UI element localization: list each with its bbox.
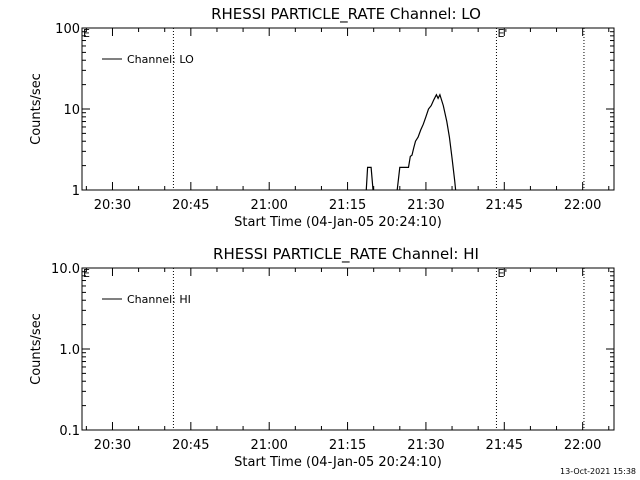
panel-hi: RHESSI PARTICLE_RATE Channel: HI Counts/s… [29,245,615,470]
y-tick-label: 0.1 [59,424,80,439]
x-tick-label: 21:30 [407,198,444,213]
x-tick-label: 21:15 [329,198,366,213]
x-tick-label: 21:00 [250,438,287,453]
x-axis-label: Start Time (04-Jan-05 20:24:10) [234,215,442,230]
legend-entry: Channel: HI [127,293,191,306]
x-tick-label: 21:15 [329,438,366,453]
event-flag: E [83,27,90,40]
y-axis-label: Counts/sec [29,73,44,145]
y-tick-label: 1.0 [59,343,80,358]
y-tick-label: 100 [55,22,80,37]
x-tick-label: 20:45 [172,438,209,453]
y-axis-label: Counts/sec [29,313,44,385]
x-axis-label: Start Time (04-Jan-05 20:24:10) [234,455,442,470]
y-tick-label: 10.0 [51,262,80,277]
x-tick-label: 20:30 [94,438,131,453]
y-tick-label: 10 [63,103,80,118]
y-tick-label: 1 [72,184,80,199]
x-tick-label: 21:00 [250,198,287,213]
chart-title: RHESSI PARTICLE_RATE Channel: HI [213,245,479,264]
chart-title: RHESSI PARTICLE_RATE Channel: LO [211,5,481,24]
x-tick-label: 22:00 [564,438,601,453]
x-tick-label: 20:45 [172,198,209,213]
legend-entry: Channel: LO [127,53,194,66]
plot-timestamp: 13-Oct-2021 15:38 [560,467,636,476]
event-flag: E' [497,267,507,280]
x-tick-label: 21:30 [407,438,444,453]
x-tick-label: 20:30 [94,198,131,213]
event-flag: E [83,267,90,280]
x-tick-label: 21:45 [486,438,523,453]
panel-lo: RHESSI PARTICLE_RATE Channel: LO Counts/s… [29,5,615,230]
series-line-channel-lo [365,93,457,190]
x-tick-label: 21:45 [486,198,523,213]
x-tick-label: 22:00 [564,198,601,213]
event-flag: E' [497,27,507,40]
